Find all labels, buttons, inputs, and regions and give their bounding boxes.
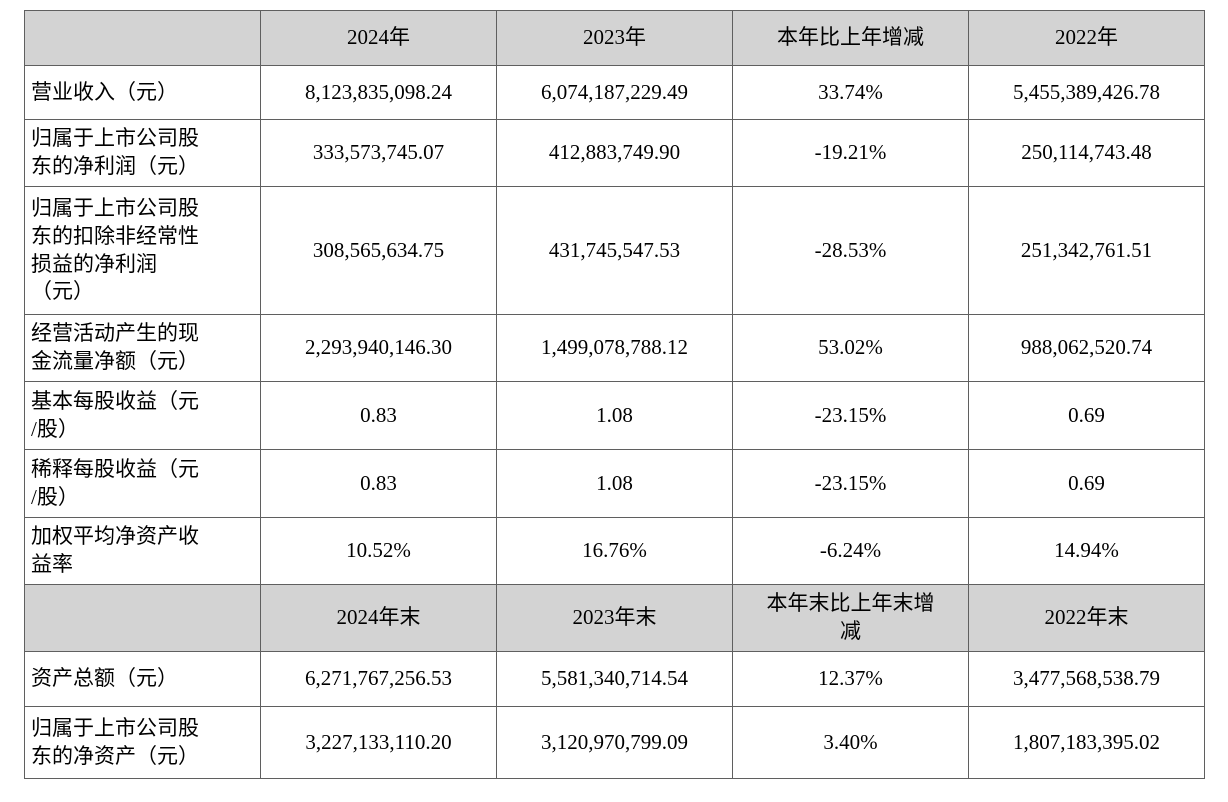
value-cell: 988,062,520.74 (968, 314, 1205, 382)
value-cell: 33.74% (732, 65, 969, 120)
value-cell: 14.94% (968, 517, 1205, 585)
value-cell: 412,883,749.90 (496, 119, 733, 187)
value-cell: 0.69 (968, 449, 1205, 518)
value-cell: -23.15% (732, 449, 969, 518)
header-cell-2023-end: 2023年末 (496, 584, 733, 652)
value-cell: 1.08 (496, 449, 733, 518)
table-row-net-assets: 归属于上市公司股 东的净资产（元） 3,227,133,110.20 3,120… (24, 706, 1205, 779)
header-cell-2024: 2024年 (260, 10, 497, 66)
row-label-cell: 经营活动产生的现 金流量净额（元） (24, 314, 261, 382)
value-cell: 251,342,761.51 (968, 186, 1205, 315)
value-cell: 5,455,389,426.78 (968, 65, 1205, 120)
value-cell: 0.83 (260, 449, 497, 518)
value-cell: 0.69 (968, 381, 1205, 450)
header-empty-cell (24, 10, 261, 66)
table-row-net-profit-excl-nonrecurring: 归属于上市公司股 东的扣除非经常性 损益的净利润 （元） 308,565,634… (24, 186, 1205, 315)
header-cell-2024-end: 2024年末 (260, 584, 497, 652)
header-cell-year-end-change: 本年末比上年末增 减 (732, 584, 969, 652)
table-row-weighted-avg-roe: 加权平均净资产收 益率 10.52% 16.76% -6.24% 14.94% (24, 517, 1205, 585)
header-cell-2022-end: 2022年末 (968, 584, 1205, 652)
value-cell: 6,074,187,229.49 (496, 65, 733, 120)
header-cell-yoy-change: 本年比上年增减 (732, 10, 969, 66)
value-cell: 1,807,183,395.02 (968, 706, 1205, 779)
value-cell: 1,499,078,788.12 (496, 314, 733, 382)
table-row-basic-eps: 基本每股收益（元 /股） 0.83 1.08 -23.15% 0.69 (24, 381, 1205, 450)
value-cell: 1.08 (496, 381, 733, 450)
value-cell: 333,573,745.07 (260, 119, 497, 187)
table-row-diluted-eps: 稀释每股收益（元 /股） 0.83 1.08 -23.15% 0.69 (24, 449, 1205, 518)
table-row-total-assets: 资产总额（元） 6,271,767,256.53 5,581,340,714.5… (24, 651, 1205, 707)
row-label-cell: 资产总额（元） (24, 651, 261, 707)
value-cell: 5,581,340,714.54 (496, 651, 733, 707)
value-cell: -19.21% (732, 119, 969, 187)
value-cell: 250,114,743.48 (968, 119, 1205, 187)
value-cell: 3,477,568,538.79 (968, 651, 1205, 707)
value-cell: 431,745,547.53 (496, 186, 733, 315)
row-label-cell: 营业收入（元） (24, 65, 261, 120)
row-label-cell: 归属于上市公司股 东的净资产（元） (24, 706, 261, 779)
value-cell: 0.83 (260, 381, 497, 450)
table-row-operating-cash-flow: 经营活动产生的现 金流量净额（元） 2,293,940,146.30 1,499… (24, 314, 1205, 382)
row-label-cell: 稀释每股收益（元 /股） (24, 449, 261, 518)
header-empty-cell (24, 584, 261, 652)
value-cell: 3,120,970,799.09 (496, 706, 733, 779)
header-cell-2023: 2023年 (496, 10, 733, 66)
table-header-row-annual: 2024年 2023年 本年比上年增减 2022年 (24, 10, 1205, 66)
value-cell: 10.52% (260, 517, 497, 585)
financial-summary-table: 2024年 2023年 本年比上年增减 2022年 营业收入（元） 8,123,… (24, 10, 1205, 779)
row-label-cell: 加权平均净资产收 益率 (24, 517, 261, 585)
value-cell: -6.24% (732, 517, 969, 585)
value-cell: 6,271,767,256.53 (260, 651, 497, 707)
value-cell: -23.15% (732, 381, 969, 450)
row-label-cell: 基本每股收益（元 /股） (24, 381, 261, 450)
header-cell-2022: 2022年 (968, 10, 1205, 66)
table-row-net-profit: 归属于上市公司股 东的净利润（元） 333,573,745.07 412,883… (24, 119, 1205, 187)
value-cell: -28.53% (732, 186, 969, 315)
row-label-cell: 归属于上市公司股 东的净利润（元） (24, 119, 261, 187)
value-cell: 12.37% (732, 651, 969, 707)
value-cell: 2,293,940,146.30 (260, 314, 497, 382)
table-header-row-year-end: 2024年末 2023年末 本年末比上年末增 减 2022年末 (24, 584, 1205, 652)
value-cell: 8,123,835,098.24 (260, 65, 497, 120)
table-row-revenue: 营业收入（元） 8,123,835,098.24 6,074,187,229.4… (24, 65, 1205, 120)
value-cell: 308,565,634.75 (260, 186, 497, 315)
value-cell: 3,227,133,110.20 (260, 706, 497, 779)
value-cell: 16.76% (496, 517, 733, 585)
row-label-cell: 归属于上市公司股 东的扣除非经常性 损益的净利润 （元） (24, 186, 261, 315)
value-cell: 3.40% (732, 706, 969, 779)
value-cell: 53.02% (732, 314, 969, 382)
